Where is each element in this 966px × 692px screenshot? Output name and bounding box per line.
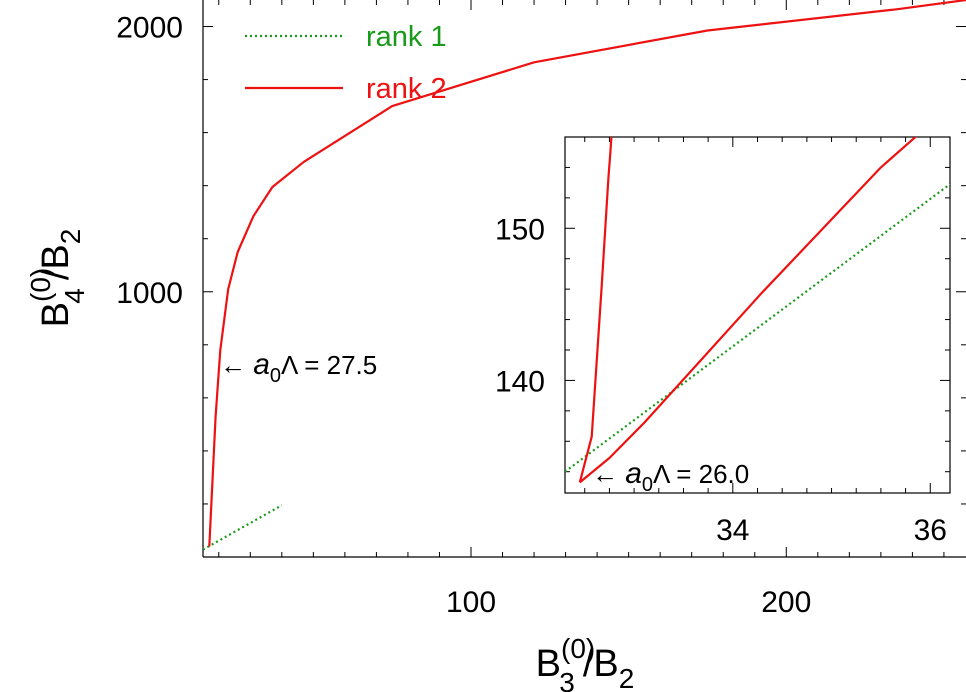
inset-y-tick-label: 140	[495, 365, 545, 398]
annotation-main: ← a0Λ = 27.5	[220, 348, 377, 387]
legend-label: rank 1	[366, 21, 447, 53]
y-tick-label: 1000	[116, 277, 183, 310]
inset-series-group	[565, 137, 950, 484]
y-axis-label: B(0) 4/B2	[25, 229, 90, 328]
inset-series-line-rank-2-upper	[578, 137, 613, 483]
inset-y-tick-label: 150	[495, 213, 545, 246]
inset-series-line-rank-1	[565, 183, 950, 473]
legend-label: rank 2	[366, 73, 447, 105]
series-line-rank-1	[202, 504, 283, 551]
inset-x-tick-label: 36	[914, 514, 947, 547]
main-plot: 100 200 1000 2000 B(0) 3/B2 B(0) 4/B2 rank 1 rank…	[25, 0, 966, 692]
x-tick-label: 200	[761, 586, 811, 619]
inset-plot: 34 36 140 150 ← a0Λ = 26.0	[495, 136, 951, 547]
annotation-inset: ← a0Λ = 26.0	[592, 457, 749, 496]
x-tick-label: 100	[446, 586, 496, 619]
series-line-rank-2	[208, 0, 966, 547]
inset-series-line-rank-2-lower	[579, 137, 918, 484]
x-axis-label: B(0) 3/B2	[536, 633, 635, 692]
inset-frame	[564, 136, 951, 494]
y-tick-label: 2000	[116, 12, 183, 45]
inset-x-tick-label: 34	[716, 514, 749, 547]
